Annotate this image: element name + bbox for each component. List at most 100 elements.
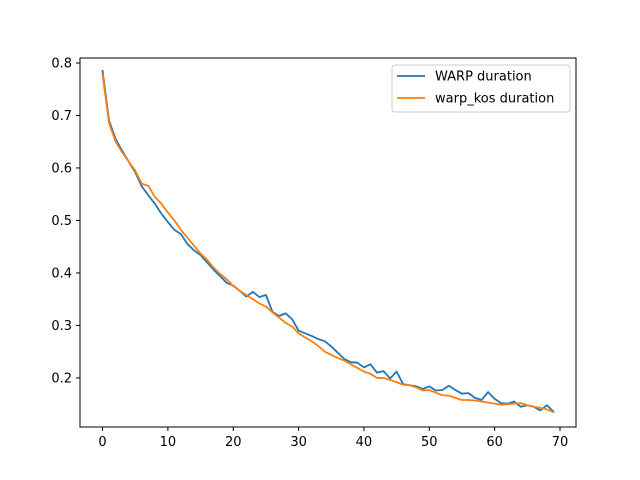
data-point-warp-kos-duration: [526, 404, 528, 406]
y-axis: 0.2 0.3 0.4 0.5 0.6 0.7 0.8: [51, 56, 80, 386]
series-warp-kos-duration: [101, 73, 555, 414]
data-point-warp-duration: [147, 194, 149, 196]
data-point-warp-duration: [494, 398, 496, 400]
data-point-warp-kos-duration: [160, 203, 162, 205]
data-point-warp-kos-duration: [147, 185, 149, 187]
x-tick-label: 10: [160, 435, 177, 450]
data-point-warp-kos-duration: [187, 237, 189, 239]
data-point-warp-kos-duration: [128, 161, 130, 163]
data-point-warp-kos-duration: [448, 395, 450, 397]
data-point-warp-duration: [187, 243, 189, 245]
data-point-warp-duration: [226, 282, 228, 284]
plot-area: [80, 58, 576, 427]
data-point-warp-kos-duration: [461, 399, 463, 401]
data-point-warp-kos-duration: [193, 245, 195, 247]
data-point-warp-kos-duration: [455, 397, 457, 399]
data-point-warp-kos-duration: [265, 306, 267, 308]
axes-frame: [79, 57, 577, 428]
data-point-warp-duration: [455, 389, 457, 391]
data-point-warp-duration: [265, 294, 267, 296]
data-point-warp-duration: [448, 385, 450, 387]
y-tick-label: 0.3: [51, 319, 72, 334]
y-tick-label: 0.2: [51, 371, 72, 386]
data-point-warp-duration: [363, 367, 365, 369]
data-point-warp-kos-duration: [428, 389, 430, 391]
y-tick-label: 0.6: [51, 161, 72, 176]
x-tick-label: 40: [356, 435, 373, 450]
data-point-warp-duration: [258, 296, 260, 298]
data-point-warp-duration: [468, 392, 470, 394]
data-point-warp-kos-duration: [533, 406, 535, 408]
y-tick-label: 0.4: [51, 266, 72, 281]
data-point-warp-kos-duration: [474, 400, 476, 402]
y-tick-label: 0.8: [51, 56, 72, 71]
series-line-warp-kos-duration: [101, 73, 555, 414]
series-warp-duration: [101, 69, 555, 413]
legend-label-warp-duration: WARP duration: [435, 70, 532, 85]
series-layer: [101, 69, 555, 414]
data-point-warp-kos-duration: [134, 170, 136, 172]
data-point-warp-kos-duration: [350, 363, 352, 365]
data-point-warp-kos-duration: [500, 404, 502, 406]
x-tick-label: 0: [98, 435, 106, 450]
data-point-warp-duration: [174, 229, 176, 231]
data-point-warp-kos-duration: [324, 351, 326, 353]
data-point-warp-kos-duration: [422, 390, 424, 392]
data-point-warp-kos-duration: [441, 394, 443, 396]
data-point-warp-kos-duration: [219, 273, 221, 275]
data-point-warp-kos-duration: [239, 290, 241, 292]
data-point-warp-kos-duration: [357, 367, 359, 369]
x-axis: 0 10 20 30 40 50 60 70: [98, 427, 568, 450]
data-point-warp-duration: [546, 404, 548, 406]
legend-label-warp-kos-duration: warp_kos duration: [435, 92, 554, 107]
data-point-warp-kos-duration: [213, 267, 215, 269]
data-point-warp-duration: [141, 185, 143, 187]
x-tick-label: 50: [421, 435, 438, 450]
data-point-warp-duration: [252, 291, 254, 293]
data-point-warp-duration: [291, 318, 293, 320]
data-point-warp-kos-duration: [546, 409, 548, 411]
data-point-warp-kos-duration: [409, 384, 411, 386]
data-point-warp-duration: [539, 410, 541, 412]
data-point-warp-duration: [337, 352, 339, 354]
data-point-warp-kos-duration: [513, 403, 515, 405]
data-point-warp-duration: [324, 340, 326, 342]
data-point-warp-kos-duration: [539, 407, 541, 409]
data-point-warp-kos-duration: [389, 379, 391, 381]
data-point-warp-duration: [520, 406, 522, 408]
data-point-warp-kos-duration: [272, 311, 274, 313]
data-point-warp-kos-duration: [258, 302, 260, 304]
legend-box: [391, 64, 571, 113]
data-point-warp-kos-duration: [115, 141, 117, 143]
x-tick-label: 60: [486, 435, 503, 450]
data-point-warp-kos-duration: [206, 259, 208, 261]
data-point-warp-kos-duration: [343, 360, 345, 362]
data-point-warp-kos-duration: [383, 377, 385, 379]
data-point-warp-duration: [370, 363, 372, 365]
data-point-warp-kos-duration: [278, 317, 280, 319]
data-point-warp-kos-duration: [481, 401, 483, 403]
x-tick-label: 20: [225, 435, 242, 450]
data-point-warp-duration: [396, 371, 398, 373]
series-line-warp-duration: [101, 69, 555, 413]
data-point-warp-kos-duration: [108, 122, 110, 124]
data-point-warp-kos-duration: [553, 411, 555, 413]
data-point-warp-kos-duration: [298, 332, 300, 334]
data-point-warp-duration: [193, 249, 195, 251]
data-point-warp-duration: [428, 385, 430, 387]
data-point-warp-kos-duration: [102, 74, 104, 76]
data-point-warp-kos-duration: [141, 183, 143, 185]
data-point-warp-kos-duration: [245, 294, 247, 296]
data-point-warp-duration: [487, 391, 489, 393]
legend: WARP duration warp_kos duration: [391, 64, 571, 113]
data-point-warp-kos-duration: [415, 386, 417, 388]
data-point-warp-kos-duration: [226, 278, 228, 280]
data-point-warp-duration: [435, 390, 437, 392]
data-point-warp-duration: [102, 70, 104, 72]
data-point-warp-duration: [298, 330, 300, 332]
data-point-warp-duration: [304, 332, 306, 334]
x-tick-label: 30: [290, 435, 307, 450]
data-point-warp-duration: [285, 312, 287, 314]
data-point-warp-duration: [160, 213, 162, 215]
data-point-warp-kos-duration: [370, 373, 372, 375]
